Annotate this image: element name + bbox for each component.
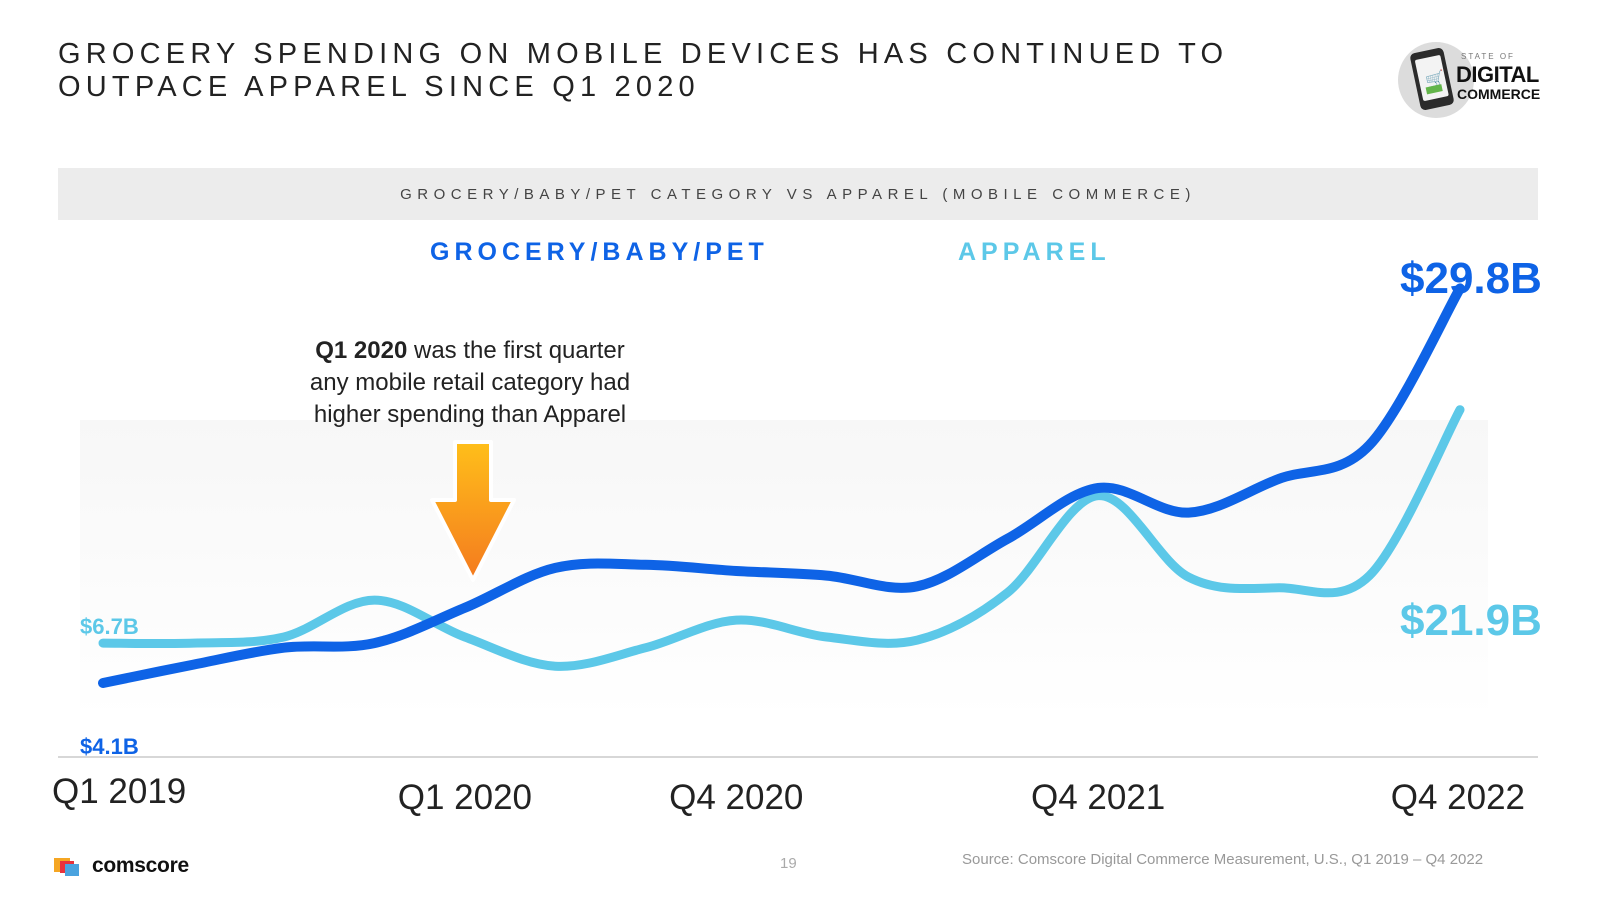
page-number: 19 xyxy=(780,855,797,872)
x-tick-label: Q4 2022 xyxy=(1390,778,1525,817)
annotation-line-1: Q1 2020 was the first quarter xyxy=(270,335,670,367)
chart-annotation: Q1 2020 was the first quarter any mobile… xyxy=(270,335,670,431)
logo-digital: DIGITAL xyxy=(1456,62,1539,87)
chart-title: GROCERY/BABY/PET CATEGORY VS APPAREL (MO… xyxy=(400,186,1196,203)
down-arrow-icon xyxy=(430,440,516,582)
x-tick-label: Q1 2019 xyxy=(52,772,187,811)
x-axis-line xyxy=(58,756,1538,758)
logo-commerce: COMMERCE xyxy=(1457,86,1541,102)
logo-state-of: STATE OF xyxy=(1461,52,1515,61)
chart-title-banner: GROCERY/BABY/PET CATEGORY VS APPAREL (MO… xyxy=(58,168,1538,220)
legend-apparel: APPAREL xyxy=(958,238,1111,266)
start-label-grocery: $4.1B xyxy=(80,734,139,759)
annotation-line-1-rest: was the first quarter xyxy=(407,337,625,364)
x-tick-label: Q4 2021 xyxy=(1030,778,1166,817)
comscore-wordmark: comscore xyxy=(92,854,189,877)
series-line-apparel xyxy=(98,405,1465,671)
annotation-line-2: any mobile retail category had xyxy=(309,369,631,396)
state-of-digital-commerce-logo: 🛒 STATE OF DIGITAL COMMERCE xyxy=(1398,42,1548,120)
x-tick-label: Q4 2020 xyxy=(669,778,804,817)
start-label-apparel: $6.7B xyxy=(80,614,139,639)
series-line-grocery xyxy=(98,283,1465,688)
annotation-line-3: higher spending than Apparel xyxy=(313,401,627,428)
end-label-grocery: $29.8B xyxy=(1400,254,1542,303)
comscore-logo: comscore xyxy=(54,852,214,882)
end-label-apparel: $21.9B xyxy=(1400,596,1542,645)
page-title: GROCERY SPENDING ON MOBILE DEVICES HAS C… xyxy=(58,38,1229,103)
annotation-bold: Q1 2020 xyxy=(315,337,408,364)
x-tick-label: Q1 2020 xyxy=(397,778,532,817)
legend-grocery: GROCERY/BABY/PET xyxy=(430,238,769,266)
source-note: Source: Comscore Digital Commerce Measur… xyxy=(962,851,1484,868)
comscore-mark-icon xyxy=(54,858,79,876)
